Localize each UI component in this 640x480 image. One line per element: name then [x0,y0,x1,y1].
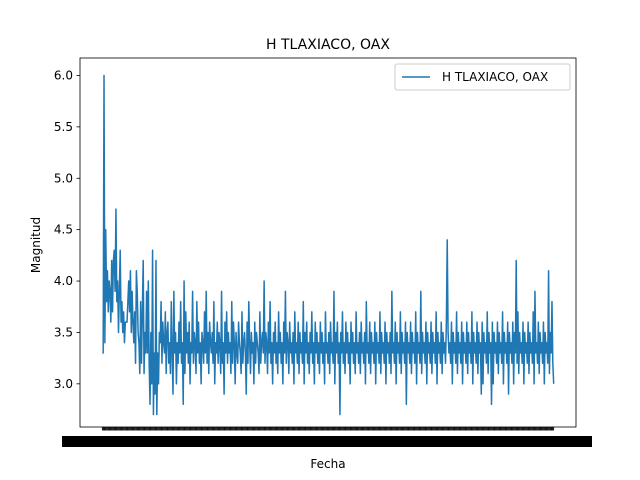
y-axis: 3.0 3.5 4.0 4.5 5.0 5.5 6.0 [54,68,80,391]
y-axis-label: Magnitud [29,217,43,273]
y-tick-label: 3.5 [54,325,73,339]
y-tick-label: 6.0 [54,68,73,82]
legend-entry: H TLAXIACO, OAX [442,70,548,84]
legend-frame [394,63,571,91]
y-tick-label: 4.0 [54,274,73,288]
chart-title: H TLAXIACO, OAX [266,37,390,53]
x-axis [62,427,592,447]
y-tick-label: 5.5 [54,120,73,134]
y-tick-label: 5.0 [54,171,73,185]
legend: H TLAXIACO, OAX [394,63,571,91]
series-line-h-tlaxiaco [102,74,555,416]
y-tick-label: 4.5 [54,223,73,237]
y-tick-label: 3.0 [54,377,73,391]
plot-area: 3.0 3.5 4.0 4.5 5.0 5.5 6.0 [54,57,592,447]
axes-frame [79,57,577,428]
x-axis-label: Fecha [310,457,345,471]
x-tick-labels-overlap [62,436,592,447]
